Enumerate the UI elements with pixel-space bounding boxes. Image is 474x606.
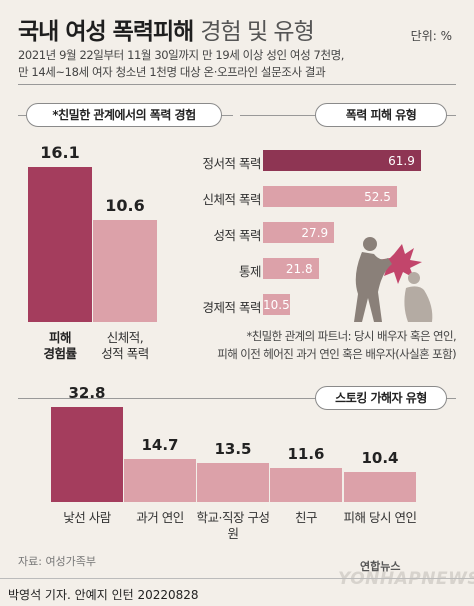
bar-type-4 (263, 294, 290, 315)
footer-divider (0, 578, 474, 579)
victim-head-icon (408, 272, 420, 284)
value-label-type-3: 21.8 (285, 262, 313, 276)
section-title-experience: *친밀한 관계에서의 폭력 경험 (26, 103, 222, 127)
description-line-2: 만 14세~18세 여자 청소년 1천명 대상 온·오프라인 설문조사 결과 (18, 65, 326, 79)
value-label-stalking-0: 32.8 (68, 383, 106, 402)
category-label-type-4: 경제적 폭력 (202, 300, 262, 315)
logo-english: YONHAPNEWS (338, 569, 474, 589)
category-label-stalking-0: 낯선 사람 (63, 510, 111, 525)
bar-stalking-0 (51, 406, 123, 502)
bar-type-2 (263, 222, 335, 243)
value-label-experience-0: 16.1 (40, 143, 80, 163)
value-label-experience-1: 10.6 (105, 196, 145, 216)
bar-stalking-4 (344, 471, 416, 502)
unit-label: 단위: % (410, 29, 452, 43)
title-sub: 경험 및 유형 (200, 19, 314, 45)
section-title-types: 폭력 피해 유형 (315, 103, 447, 127)
attacker-head-icon (363, 237, 377, 251)
category-label-stalking-3: 친구 (294, 510, 318, 525)
footnote-line-1: *친밀한 관계의 파트너: 당시 배우자 혹은 연인, (246, 329, 457, 343)
section-title-stalking: 스토킹 가해자 유형 (315, 386, 447, 410)
page-title: 국내 여성 폭력피해 경험 및 유형 (18, 12, 315, 46)
bar-type-3 (263, 258, 319, 279)
bar-stalking-2 (197, 462, 269, 502)
value-label-type-4: 10.5 (263, 298, 290, 312)
category-label-experience-0: 피해 경험률 (43, 330, 77, 361)
category-label-type-0: 정서적 폭력 (202, 156, 262, 171)
victim-figure-icon (404, 286, 433, 322)
value-label-stalking-3: 11.6 (287, 445, 325, 464)
bar-type-1 (263, 186, 397, 207)
value-label-stalking-2: 13.5 (214, 439, 252, 458)
description-line-1: 2021년 9월 22일부터 11월 30일까지 만 19세 이상 성인 여성 … (18, 48, 345, 62)
section-line-stalking (18, 398, 456, 399)
footnote-line-2: 피해 이전 헤어진 과거 연인 혹은 배우자(사실혼 포함) (217, 347, 456, 361)
bar-experience-1 (93, 220, 157, 322)
bar-stalking-1 (124, 459, 196, 502)
logo-korean: 연합뉴스 (360, 560, 401, 573)
category-label-stalking-4: 피해 당시 연인 (343, 510, 417, 525)
attacker-figure-icon (354, 252, 392, 322)
category-label-stalking-1: 과거 연인 (136, 510, 184, 525)
credit-line: 박영석 기자. 안예지 인턴 20220828 (8, 588, 199, 602)
category-label-stalking-2: 학교·직장 구성원 (196, 510, 270, 541)
header-divider (18, 84, 456, 85)
value-label-stalking-4: 10.4 (361, 448, 399, 467)
bar-stalking-3 (270, 468, 342, 502)
value-label-type-1: 52.5 (364, 190, 391, 204)
value-label-type-2: 27.9 (301, 226, 329, 240)
category-label-type-3: 통제 (238, 264, 262, 279)
value-label-type-0: 61.9 (388, 154, 415, 168)
category-label-type-1: 신체적 폭력 (202, 192, 262, 207)
category-label-experience-1: 신체적, 성적 폭력 (101, 330, 149, 361)
bar-experience-0 (28, 167, 92, 322)
title-main: 국내 여성 폭력피해 (18, 19, 194, 45)
source-label: 자료: 여성가족부 (18, 555, 97, 568)
category-label-type-2: 성적 폭력 (213, 228, 262, 243)
value-label-stalking-1: 14.7 (141, 436, 179, 455)
bar-type-0 (263, 150, 421, 171)
violence-illustration (354, 237, 433, 322)
